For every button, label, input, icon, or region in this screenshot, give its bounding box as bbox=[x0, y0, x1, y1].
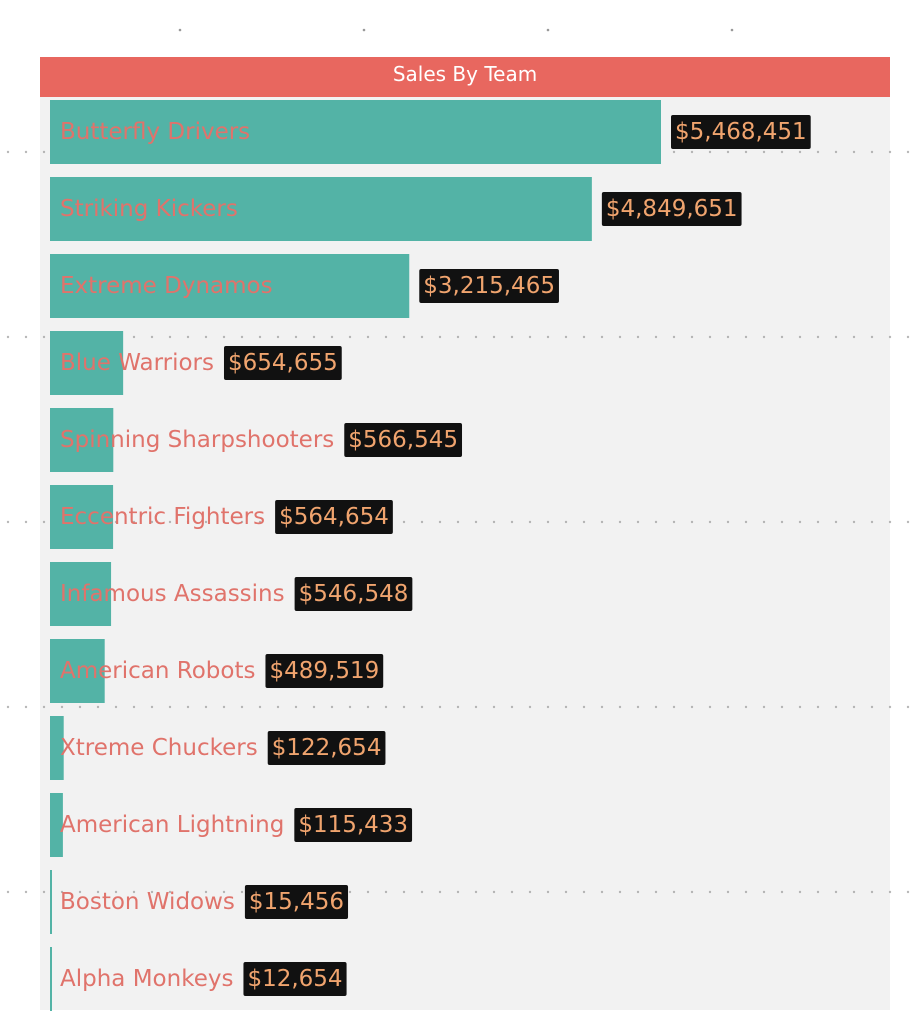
bar bbox=[50, 947, 52, 1011]
category-label: Spinning Sharpshooters bbox=[60, 427, 334, 453]
category-label: Striking Kickers bbox=[60, 196, 238, 222]
category-label: Butterfly Drivers bbox=[60, 119, 250, 145]
category-label: Alpha Monkeys bbox=[60, 966, 233, 992]
chart-title: Sales By Team bbox=[393, 62, 537, 86]
value-label-box bbox=[275, 500, 393, 534]
bar bbox=[50, 408, 114, 472]
bar bbox=[50, 100, 661, 164]
value-label: $122,654 bbox=[272, 735, 382, 761]
category-label: Xtreme Chuckers bbox=[60, 735, 258, 761]
value-label-box bbox=[265, 654, 384, 688]
value-label-box bbox=[244, 885, 349, 919]
value-label: $566,545 bbox=[348, 427, 458, 453]
value-label-box bbox=[267, 731, 386, 765]
value-label-box bbox=[344, 423, 463, 457]
category-label: Eccentric Fighters bbox=[60, 504, 265, 530]
value-label: $15,456 bbox=[249, 889, 344, 915]
value-label-box bbox=[294, 577, 413, 611]
value-label: $546,548 bbox=[299, 581, 409, 607]
category-label: American Lightning bbox=[60, 812, 284, 838]
bar bbox=[50, 870, 52, 934]
value-label-box bbox=[223, 346, 342, 380]
category-label: American Robots bbox=[60, 658, 255, 684]
category-label: Blue Warriors bbox=[60, 350, 214, 376]
value-label-box bbox=[243, 962, 347, 996]
category-label: Extreme Dynamos bbox=[60, 273, 273, 299]
value-label: $3,215,465 bbox=[423, 273, 555, 299]
value-label: $564,654 bbox=[279, 504, 389, 530]
bar bbox=[50, 331, 124, 395]
value-label-box bbox=[294, 808, 413, 842]
bar bbox=[50, 793, 63, 857]
value-label-box bbox=[419, 269, 559, 303]
bar bbox=[50, 639, 105, 703]
value-label: $5,468,451 bbox=[675, 119, 807, 145]
value-label: $654,655 bbox=[228, 350, 338, 376]
value-label: $12,654 bbox=[247, 966, 342, 992]
title-bar bbox=[40, 57, 890, 97]
value-label-box bbox=[601, 192, 742, 226]
value-label: $115,433 bbox=[298, 812, 408, 838]
bar bbox=[50, 485, 114, 549]
category-label: Boston Widows bbox=[60, 889, 235, 915]
bar bbox=[50, 562, 112, 626]
bar bbox=[50, 716, 64, 780]
value-label: $4,849,651 bbox=[606, 196, 738, 222]
value-label-box bbox=[671, 115, 811, 149]
bar bbox=[50, 254, 410, 318]
value-label: $489,519 bbox=[269, 658, 379, 684]
bar bbox=[50, 177, 592, 241]
category-label: Infamous Assassins bbox=[60, 581, 285, 607]
